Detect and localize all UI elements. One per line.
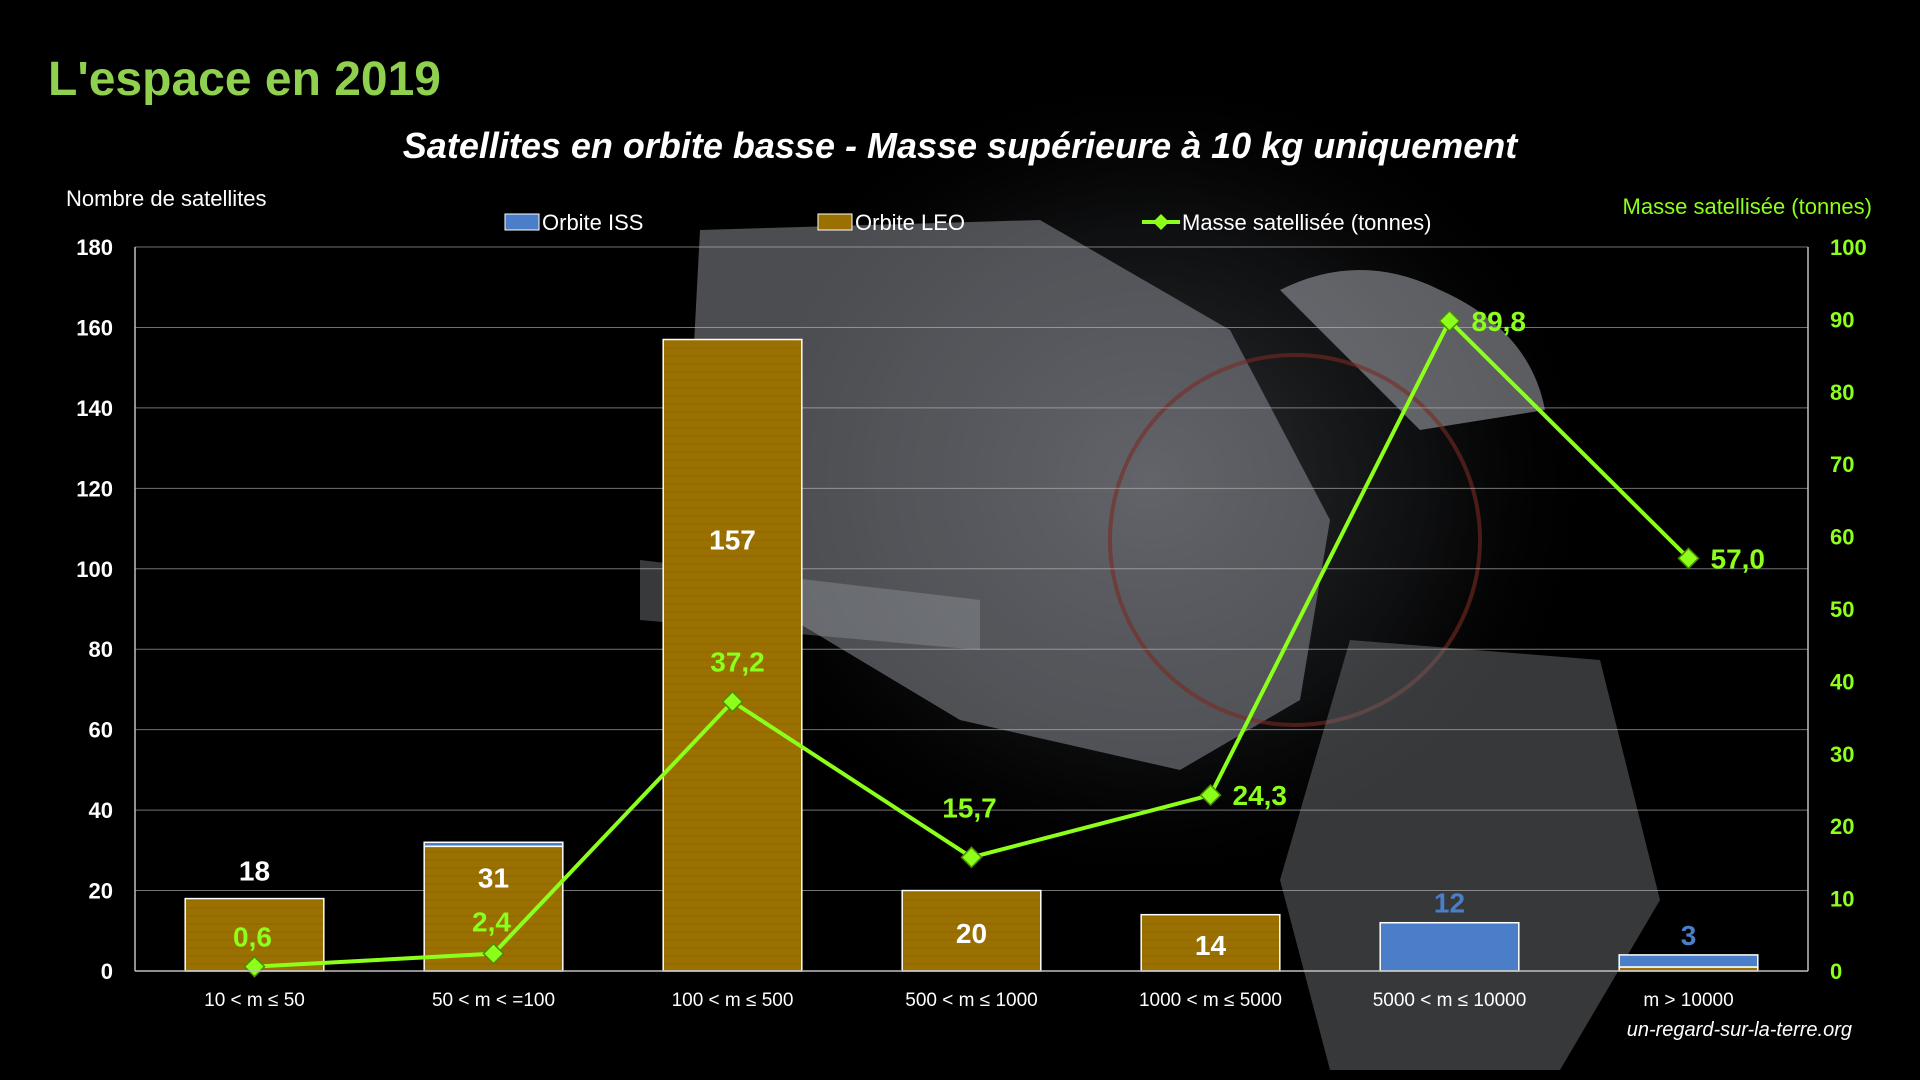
bar-leo (901, 889, 1042, 972)
mass-point (960, 846, 983, 869)
axes-group: 0 20 40 60 80 100 120 140 160 180 0 10 20 30 40 50 60 70 8… (76, 235, 1866, 1011)
y-tick-label: 60 (89, 718, 113, 743)
y2-tick-label: 70 (1830, 452, 1854, 477)
mass-label: 2,4 (472, 907, 511, 938)
y-tick-label: 120 (76, 476, 113, 501)
y2-tick-label: 60 (1830, 525, 1854, 550)
bar-label-iss: 12 (1434, 888, 1465, 919)
legend-swatch-iss (504, 213, 540, 231)
y-tick-label: 20 (89, 879, 113, 904)
legend-label-leo: Orbite LEO (855, 210, 965, 235)
bar-label-leo: 14 (1195, 930, 1227, 961)
mass-point (1677, 547, 1700, 570)
legend-item-leo: Orbite LEO (817, 210, 965, 235)
mass-point (482, 942, 505, 965)
bar-iss (1618, 954, 1759, 968)
bar-label-leo: 31 (478, 862, 509, 893)
mass-label: 15,7 (942, 792, 997, 823)
bar-label-leo: 157 (709, 525, 756, 556)
y2-tick-label: 90 (1830, 307, 1854, 332)
legend-item-iss: Orbite ISS (504, 210, 643, 235)
mass-point (1438, 309, 1461, 332)
x-tick-label: 50 < m < =100 (432, 990, 555, 1011)
x-tick-label: 100 < m ≤ 500 (672, 990, 794, 1011)
y-tick-label: 0 (101, 959, 113, 984)
mass-label: 0,6 (233, 922, 272, 953)
bar-iss (1379, 921, 1520, 972)
y-tick-label: 80 (89, 637, 113, 662)
bar-labels-group: 18 31 157 20 14 12 3 (239, 525, 1696, 961)
x-tick-label: 1000 < m ≤ 5000 (1139, 990, 1282, 1011)
bar-iss (423, 841, 564, 848)
y-tick-label: 100 (76, 557, 113, 582)
mass-label: 89,8 (1472, 306, 1527, 337)
y2-tick-label: 10 (1830, 887, 1854, 912)
bar-label-iss: 3 (1681, 920, 1697, 951)
legend-label-iss: Orbite ISS (542, 210, 643, 235)
x-tick-label: 10 < m ≤ 50 (204, 990, 305, 1011)
chart-title: Satellites en orbite basse - Masse supér… (403, 125, 1519, 166)
bar-label-leo: 18 (239, 856, 270, 887)
page-title: L'espace en 2019 (48, 53, 441, 106)
y-tick-label: 160 (76, 315, 113, 340)
y2-tick-label: 80 (1830, 380, 1854, 405)
y-tick-label: 40 (89, 798, 113, 823)
legend-item-mass: Masse satellisée (tonnes) (1142, 210, 1431, 235)
bar-leo (662, 338, 803, 972)
y-tick-label: 140 (76, 396, 113, 421)
legend-label-mass: Masse satellisée (tonnes) (1182, 210, 1431, 235)
y2-axis-label: Masse satellisée (tonnes) (1623, 194, 1872, 219)
legend-swatch-leo (817, 213, 853, 231)
y2-tick-label: 100 (1830, 235, 1867, 260)
x-tick-label: m > 10000 (1643, 990, 1733, 1011)
y2-tick-label: 30 (1830, 742, 1854, 767)
x-tick-label: 500 < m ≤ 1000 (905, 990, 1037, 1011)
mass-label: 37,2 (710, 647, 765, 678)
y2-tick-label: 0 (1830, 959, 1842, 984)
x-tick-label: 5000 < m ≤ 10000 (1373, 990, 1527, 1011)
mass-label: 57,0 (1711, 543, 1766, 574)
mass-label: 24,3 (1233, 780, 1288, 811)
y-tick-label: 180 (76, 235, 113, 260)
y2-tick-label: 50 (1830, 597, 1854, 622)
y-axis-label: Nombre de satellites (66, 186, 267, 211)
credit-text: un-regard-sur-la-terre.org (1627, 1019, 1852, 1041)
mass-line-group: 0,6 2,4 37,2 15,7 24,3 89,8 57,0 (233, 306, 1766, 978)
mass-point (721, 690, 744, 713)
legend-marker-mass (1153, 214, 1169, 230)
y2-tick-label: 40 (1830, 669, 1854, 694)
legend: Orbite ISS Orbite LEO Masse satellisée (… (504, 210, 1431, 235)
bars-group (184, 338, 1759, 972)
mass-point (1199, 784, 1222, 807)
y2-tick-label: 20 (1830, 814, 1854, 839)
bar-label-leo: 20 (956, 918, 987, 949)
